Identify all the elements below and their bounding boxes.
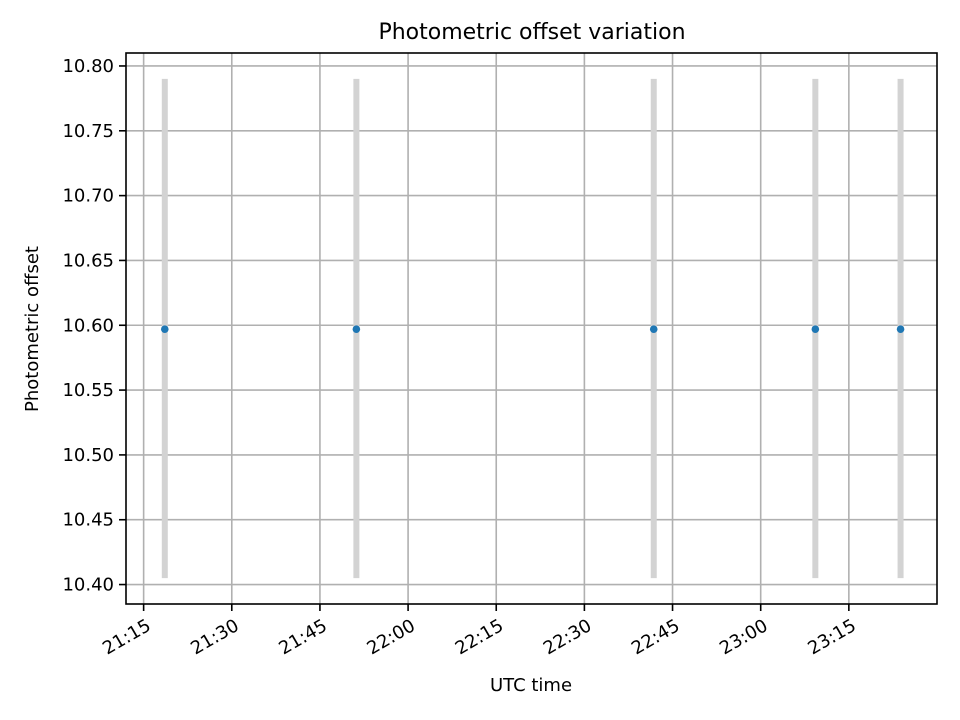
y-axis-label: Photometric offset: [22, 246, 43, 412]
x-tick-label: 23:00: [716, 615, 771, 659]
data-point: [352, 325, 361, 333]
x-tick-label: 22:45: [628, 615, 683, 659]
x-axis-label: UTC time: [490, 675, 572, 696]
x-tick-label: 21:45: [275, 615, 330, 659]
data-point: [811, 325, 820, 333]
y-tick-label: 10.75: [62, 121, 114, 142]
y-tick-label: 10.70: [62, 186, 114, 207]
grid: [126, 53, 937, 604]
x-tick-label: 22:30: [540, 615, 595, 659]
y-tick-label: 10.60: [62, 315, 114, 336]
y-tick-label: 10.80: [62, 56, 114, 77]
x-tick-label: 22:00: [364, 615, 419, 659]
chart-title: Photometric offset variation: [378, 20, 685, 45]
plot-frame: [125, 52, 938, 605]
x-tick-label: 22:15: [452, 615, 507, 659]
x-tick-label: 21:30: [187, 615, 242, 659]
y-tick-label: 10.45: [62, 510, 114, 531]
data-points: [160, 325, 905, 333]
data-point: [160, 325, 169, 333]
data-point: [649, 325, 658, 333]
data-point: [896, 325, 905, 333]
ticks: 21:15 21:30 21:45 22:00 22:15 22:30 22:45 23:00…: [62, 56, 859, 659]
y-tick-label: 10.55: [62, 380, 114, 401]
x-tick-label: 21:15: [99, 615, 154, 659]
y-tick-label: 10.40: [62, 575, 114, 596]
y-tick-label: 10.65: [62, 250, 114, 271]
x-tick-label: 23:15: [804, 615, 859, 659]
error-bars: [161, 78, 904, 579]
y-tick-label: 10.50: [62, 445, 114, 466]
